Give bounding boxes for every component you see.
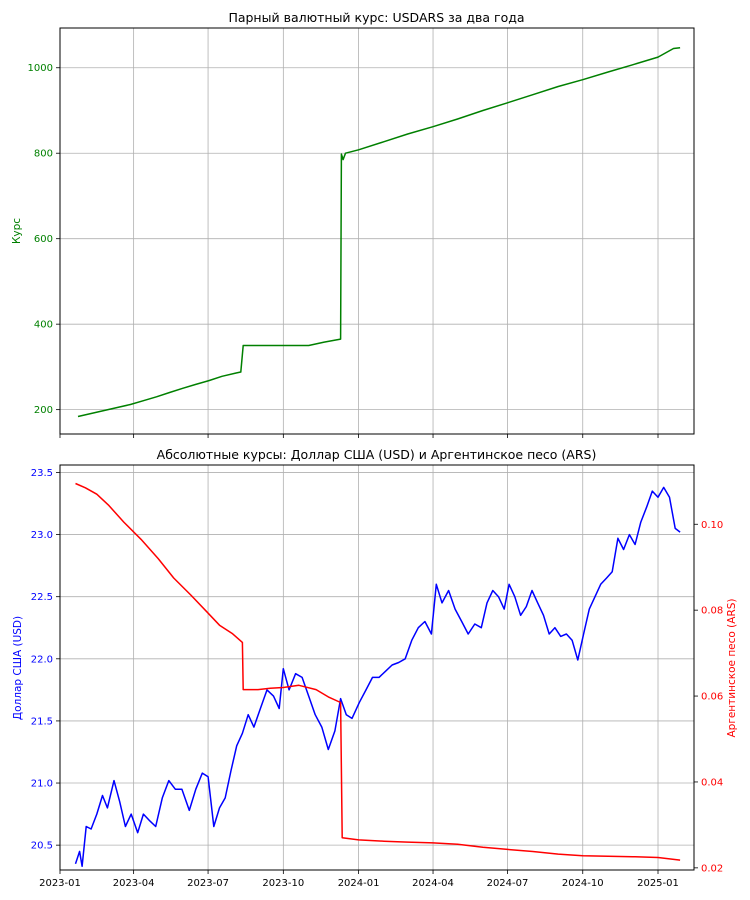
absolute-lines [74,482,681,868]
x-tick-label: 2025-01 [637,878,679,889]
y-tick-label: 600 [34,234,53,245]
usd-y-tick-label: 21.5 [31,716,53,727]
usdars-plot-frame [59,27,695,435]
ars-y-tick-label: 0.04 [701,777,723,788]
y-tick-label: 1000 [28,63,53,74]
usdars-lines [77,46,681,418]
absolute-x-ticks: 2023-01 2023-04 2023-07 2023-10 2024-01 2024-… [39,870,679,889]
usd-series-line [74,486,681,868]
usdars-y-ticks: 200 400 600 800 1000 [28,63,60,416]
usd-y-tick-label: 22.0 [31,654,53,665]
y-tick-label: 400 [34,320,53,331]
x-tick-label: 2023-10 [262,878,304,889]
usdars-chart-title: Парный валютный курс: USDARS за два года [228,10,524,25]
ars-y-tick-label: 0.02 [701,863,723,874]
ars-y-axis-label: Аргентинское песо (ARS) [726,598,738,737]
x-tick-label: 2024-04 [412,878,454,889]
x-tick-label: 2023-04 [113,878,155,889]
absolute-chart-title: Абсолютные курсы: Доллар США (USD) и Арг… [157,447,597,462]
usdars-x-ticks [59,434,659,438]
ars-series-line [75,482,681,861]
usdars-series-line [77,46,681,418]
x-tick-label: 2024-01 [338,878,380,889]
x-tick-label: 2023-07 [187,878,229,889]
usdars-chart: Парный валютный курс: USDARS за два года… [11,10,695,438]
y-tick-label: 800 [34,149,53,160]
usd-ars-absolute-chart: Абсолютные курсы: Доллар США (USD) и Арг… [12,447,738,889]
usd-y-axis-label: Доллар США (USD) [12,616,24,720]
ars-y-tick-label: 0.06 [701,692,723,703]
usd-y-tick-label: 20.5 [31,841,53,852]
usd-y-tick-label: 22.5 [31,592,53,603]
usd-y-tick-label: 21.0 [31,779,53,790]
ars-y-tick-label: 0.08 [701,606,723,617]
ars-y-ticks: 0.02 0.04 0.06 0.08 0.10 [694,520,723,874]
usd-y-ticks: 20.5 21.0 21.5 22.0 22.5 23.0 23.5 [31,468,60,852]
x-tick-label: 2023-01 [39,878,81,889]
absolute-plot-frame [59,464,695,871]
ars-y-tick-label: 0.10 [701,520,723,531]
y-tick-label: 200 [34,405,53,416]
usd-y-tick-label: 23.5 [31,468,53,479]
x-tick-label: 2024-10 [562,878,604,889]
x-tick-label: 2024-07 [487,878,529,889]
usd-y-tick-label: 23.0 [31,530,53,541]
usdars-y-axis-label: Курс [11,218,23,244]
